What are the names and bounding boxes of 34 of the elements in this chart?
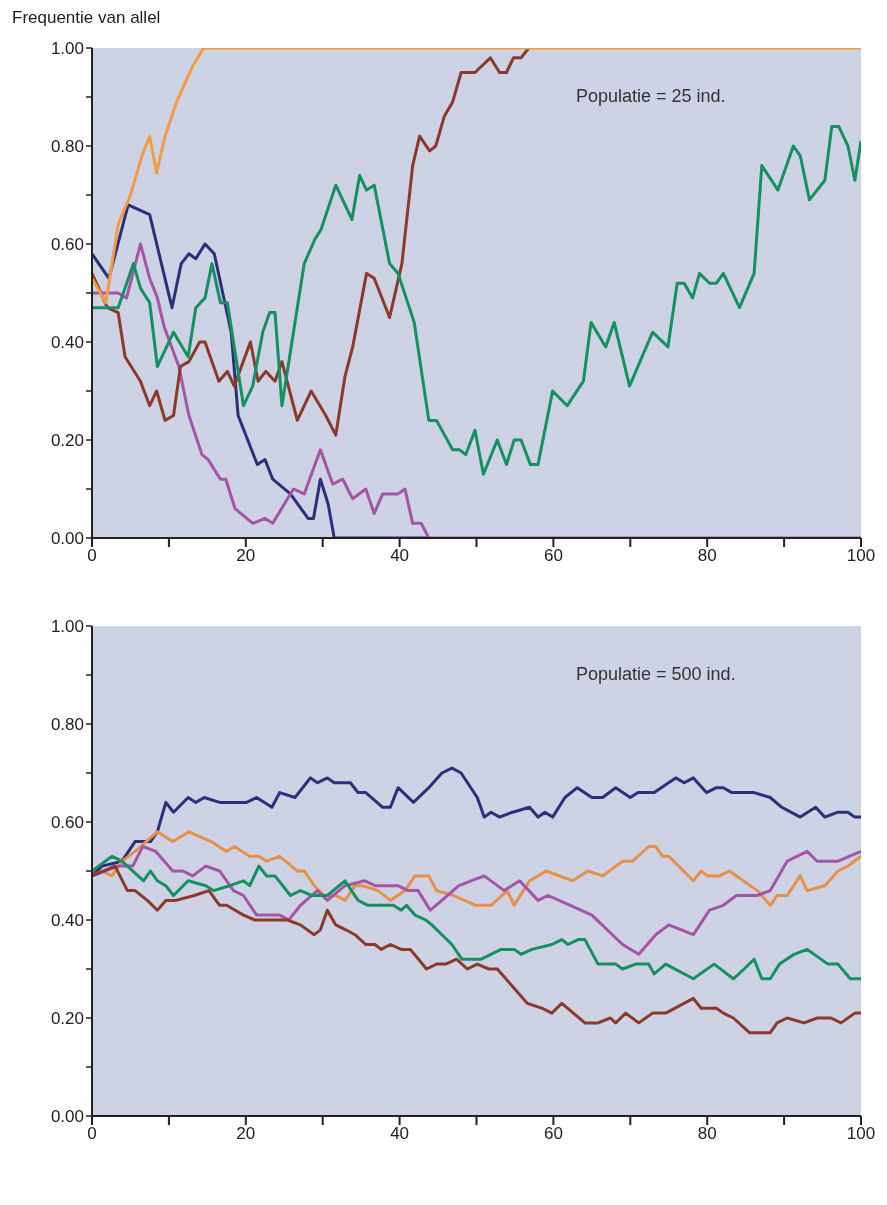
x-tick-label: 80 xyxy=(697,546,717,566)
line-series xyxy=(92,48,861,305)
y-tick-label: 0.80 xyxy=(50,715,84,735)
y-tick-label: 0.60 xyxy=(50,813,84,833)
annotation: Populatie = 25 ind. xyxy=(576,86,726,107)
line-series xyxy=(92,48,531,437)
y-tick-label: 0.00 xyxy=(50,1107,84,1127)
line-series xyxy=(92,845,861,956)
x-tick-label: 20 xyxy=(236,1124,256,1144)
line-series xyxy=(92,124,861,476)
x-tick-label: 40 xyxy=(390,546,410,566)
y-axis-title: Frequentie van allel xyxy=(11,8,162,29)
line-series xyxy=(92,864,861,1035)
annotation: Populatie = 500 ind. xyxy=(576,664,736,685)
y-tick-label: 0.80 xyxy=(50,137,84,157)
x-tick-label: 80 xyxy=(697,1124,717,1144)
x-tick-label: 40 xyxy=(390,1124,410,1144)
x-tick-label: 0 xyxy=(87,546,97,566)
y-tick-label: 0.00 xyxy=(50,529,84,549)
y-tick-label: 0.20 xyxy=(50,431,84,451)
x-tick-label: 60 xyxy=(543,1124,563,1144)
y-tick-label: 0.40 xyxy=(50,911,84,931)
x-tick-label: 0 xyxy=(87,1124,97,1144)
y-tick-label: 0.40 xyxy=(50,333,84,353)
x-tick-label: 60 xyxy=(543,546,563,566)
x-tick-label: 20 xyxy=(236,546,256,566)
y-tick-label: 1.00 xyxy=(50,617,84,637)
line-series xyxy=(92,830,861,907)
x-tick-label: 100 xyxy=(846,546,876,566)
y-tick-label: 0.60 xyxy=(50,235,84,255)
y-tick-label: 0.20 xyxy=(50,1009,84,1029)
y-tick-label: 1.00 xyxy=(50,39,84,59)
line-series xyxy=(92,854,861,981)
x-tick-label: 100 xyxy=(846,1124,876,1144)
